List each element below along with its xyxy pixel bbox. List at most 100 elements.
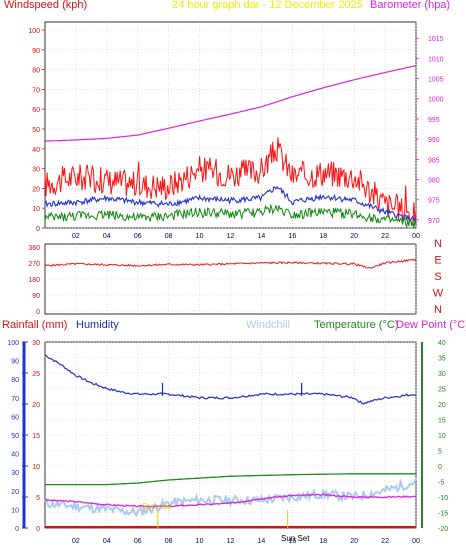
temp-y-tick-label: 10 (438, 433, 446, 440)
temp-x-tick-label: 20 (350, 538, 358, 545)
baro-y-tick-label: 970 (428, 218, 440, 225)
sunset-label: Sun Set (281, 534, 310, 543)
wind-x-tick-label: 10 (196, 233, 204, 240)
series-layer (44, 65, 417, 528)
wind-x-tick-label: 08 (165, 233, 173, 240)
humidity-y-tick-label: 90 (11, 359, 19, 366)
gust-line (44, 137, 417, 226)
dir-y-tick-label: 360 (28, 245, 40, 252)
temp-y-tick-label: -5 (438, 480, 444, 487)
average-wind-line (44, 185, 417, 222)
dir-y-tick-label: 180 (28, 277, 40, 284)
humidity-y-tick-label: 60 (11, 414, 19, 421)
windspeed-axis-title: Windspeed (kph) (4, 0, 88, 11)
compass-label: S (434, 271, 441, 283)
wind-y-tick-label: 60 (32, 107, 40, 114)
wind-y-tick-label: 30 (32, 167, 40, 174)
humidity-y-tick-label: 40 (11, 452, 19, 459)
humidity-y-tick-label: 80 (11, 377, 19, 384)
temp-x-tick-label: 22 (381, 538, 389, 545)
baro-y-tick-label: 980 (428, 178, 440, 185)
baro-y-tick-label: 1000 (428, 97, 444, 104)
temp-y-tick-label: 20 (438, 402, 446, 409)
rainfall-y-tick-label: 30 (32, 340, 40, 347)
compass-label: N (434, 304, 442, 316)
dewpoint-axis-title: Dew Point (°C) (396, 319, 466, 331)
humidity-y-tick-label: 50 (11, 433, 19, 440)
temp-y-tick-label: -20 (438, 526, 448, 533)
temp-y-tick-label: 15 (438, 418, 446, 425)
lull-wind-line (44, 203, 417, 229)
temp-x-tick-label: 02 (72, 538, 80, 545)
wind-y-tick-label: 0 (36, 226, 40, 233)
temp-x-tick-label: 12 (227, 538, 235, 545)
wind-y-tick-label: 100 (28, 28, 40, 35)
baro-y-tick-label: 1015 (428, 36, 444, 43)
humidity-axis-title: Humidity (76, 319, 119, 331)
temp-y-tick-label: 30 (438, 371, 446, 378)
baro-y-tick-label: 995 (428, 117, 440, 124)
rainfall-y-tick-label: 10 (32, 464, 40, 471)
humidity-line (44, 354, 417, 405)
grid-layer (44, 21, 417, 529)
temp-x-tick-label: 18 (319, 538, 327, 545)
baro-y-tick-label: 975 (428, 198, 440, 205)
rainfall-y-tick-label: 15 (32, 433, 40, 440)
wind-y-tick-label: 80 (32, 68, 40, 75)
rainfall-y-tick-label: 25 (32, 371, 40, 378)
dir-y-tick-label: 0 (36, 309, 40, 316)
temp-x-tick-label: 16 (288, 538, 296, 545)
wind-y-tick-label: 50 (32, 127, 40, 134)
rainfall-y-tick-label: 20 (32, 402, 40, 409)
wind-y-tick-label: 40 (32, 147, 40, 154)
wind-x-tick-label: 04 (103, 233, 111, 240)
temp-x-tick-label: 06 (134, 538, 142, 545)
temp-y-tick-label: 5 (438, 449, 442, 456)
humidity-y-tick-label: 0 (15, 526, 19, 533)
temperature-axis-title: Temperature (°C) (314, 319, 399, 331)
temperature-line (45, 473, 416, 486)
windchill-axis-title: Windchill (246, 319, 291, 331)
baro-y-tick-label: 985 (428, 157, 440, 164)
compass-label: W (433, 288, 444, 300)
humidity-y-tick-label: 70 (11, 396, 19, 403)
baro-y-tick-label: 1010 (428, 56, 444, 63)
wind-x-tick-label: 18 (319, 233, 327, 240)
wind-x-tick-label: 16 (288, 233, 296, 240)
dir-y-tick-label: 90 (32, 293, 40, 300)
wind-y-tick-label: 90 (32, 48, 40, 55)
humidity-y-tick-label: 100 (7, 340, 19, 347)
wind-x-tick-label: 14 (258, 233, 266, 240)
temp-y-tick-label: -10 (438, 495, 448, 502)
wind-y-tick-label: 10 (32, 206, 40, 213)
barometer-axis-title: Barometer (hpa) (370, 0, 451, 11)
temp-y-tick-label: 40 (438, 340, 446, 347)
temp-y-tick-label: 0 (438, 464, 442, 471)
dewpoint-line (44, 493, 417, 508)
temp-y-tick-label: 25 (438, 387, 446, 394)
baro-y-tick-label: 990 (428, 137, 440, 144)
compass-label: N (434, 238, 442, 250)
temp-y-tick-label: 35 (438, 356, 446, 363)
windchill-line (44, 477, 417, 518)
baro-y-tick-label: 1005 (428, 77, 444, 84)
rainfall-y-tick-label: 0 (36, 526, 40, 533)
rainfall-y-tick-label: 5 (36, 495, 40, 502)
humidity-y-tick-label: 10 (11, 507, 19, 514)
date-title: 24 hour graph dar - 12 December 2025 (172, 0, 363, 11)
compass-label: E (434, 255, 441, 267)
temp-x-tick-label: 14 (258, 538, 266, 545)
temp-x-tick-label: 08 (165, 538, 173, 545)
wind-x-tick-label: 06 (134, 233, 142, 240)
humidity-y-tick-label: 30 (11, 470, 19, 477)
dir-y-tick-label: 270 (28, 261, 40, 268)
barometer-line (44, 65, 417, 142)
temp-x-tick-label: 10 (196, 538, 204, 545)
rainfall-axis-title: Rainfall (mm) (2, 319, 68, 331)
wind-x-tick-label: 02 (72, 233, 80, 240)
wind-x-tick-label: 12 (227, 233, 235, 240)
sunrise-label: Sun rise (142, 502, 172, 511)
humidity-y-tick-label: 20 (11, 489, 19, 496)
temp-y-tick-label: -15 (438, 511, 448, 518)
